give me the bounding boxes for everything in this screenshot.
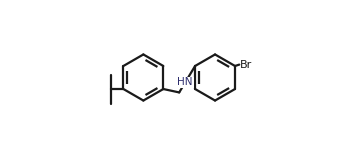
Text: HN: HN xyxy=(178,77,193,87)
Text: Br: Br xyxy=(240,60,252,70)
